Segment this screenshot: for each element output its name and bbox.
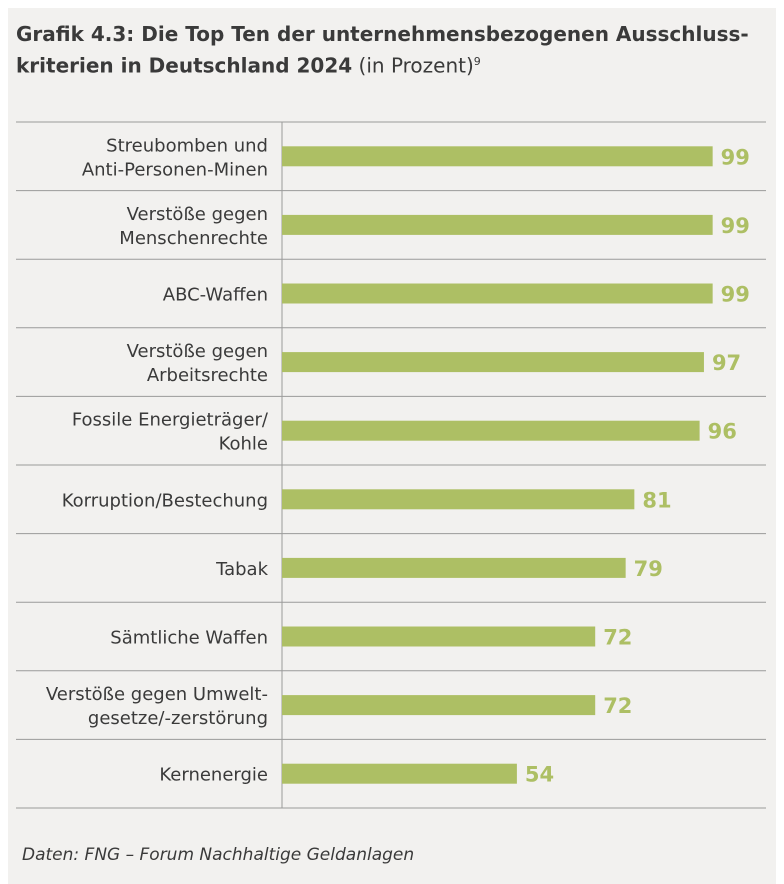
bar — [282, 146, 713, 167]
value-label: 72 — [603, 694, 632, 718]
value-label: 99 — [721, 214, 750, 238]
category-label-line: Anti-Personen-Minen — [82, 159, 268, 180]
value-label: 96 — [708, 420, 737, 444]
category-label-line: Streubomben und — [106, 135, 268, 156]
category-label-line: Kernenergie — [159, 765, 268, 786]
bar — [282, 557, 626, 578]
source-note: Daten: FNG – Forum Nachhaltige Geldanlag… — [22, 845, 415, 865]
category-label: Streubomben und Anti-Personen-Minen — [82, 135, 268, 180]
category-label-line: Verstöße gegen — [127, 204, 268, 225]
category-label: Sämtliche Waffen — [110, 628, 268, 649]
value-label: 81 — [642, 488, 671, 512]
value-label: 72 — [603, 626, 632, 650]
category-label: ABC-Waffen — [163, 285, 268, 306]
category-label: Korruption/Bestechung — [62, 490, 268, 511]
bar — [282, 420, 700, 441]
bar — [282, 695, 596, 716]
bar — [282, 489, 635, 510]
category-label-line: Menschenrechte — [119, 228, 268, 249]
value-label: 54 — [525, 763, 554, 787]
chart-title: Grafik 4.3: Die Top Ten der unternehmens… — [16, 20, 756, 80]
value-label: 97 — [712, 351, 741, 375]
category-label-line: gesetze/-zerstörung — [88, 708, 268, 729]
category-label: Tabak — [215, 559, 269, 580]
category-label: Verstöße gegen Umwelt-gesetze/-zerstörun… — [46, 684, 268, 729]
category-label: Verstöße gegen Menschenrechte — [119, 204, 268, 249]
category-label-line: Arbeitsrechte — [147, 365, 268, 386]
bar — [282, 214, 713, 235]
bar — [282, 283, 713, 304]
bar — [282, 352, 704, 373]
value-label: 99 — [721, 283, 750, 307]
bar — [282, 626, 596, 647]
category-label-line: Sämtliche Waffen — [110, 628, 268, 649]
chart-title-footnote: 9 — [473, 55, 481, 68]
category-label-line: Fossile Energieträger/ — [72, 410, 269, 431]
category-label: Verstöße gegen Arbeitsrechte — [127, 341, 268, 386]
value-label: 99 — [721, 145, 750, 169]
category-label-line: Verstöße gegen — [127, 341, 268, 362]
bar — [282, 763, 517, 784]
chart-title-unit: (in Prozent) — [358, 53, 474, 78]
category-label: Kernenergie — [159, 765, 268, 786]
category-label-line: Korruption/Bestechung — [62, 490, 268, 511]
category-label-line: ABC-Waffen — [163, 285, 268, 306]
chart-title-main: Grafik 4.3: Die Top Ten der unternehmens… — [16, 22, 749, 78]
value-label: 79 — [634, 557, 663, 581]
category-label-line: Tabak — [215, 559, 269, 580]
category-label: Fossile Energieträger/Kohle — [72, 410, 269, 455]
category-label-line: Kohle — [219, 434, 268, 455]
category-label-line: Verstöße gegen Umwelt- — [46, 684, 268, 705]
